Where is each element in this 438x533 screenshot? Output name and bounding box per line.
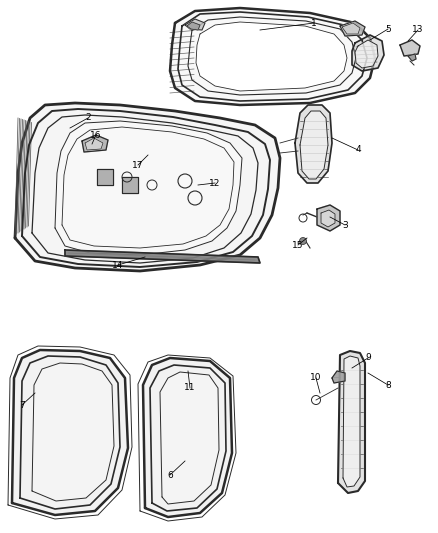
Text: 17: 17 xyxy=(132,160,144,169)
Polygon shape xyxy=(85,138,103,150)
Polygon shape xyxy=(340,21,365,36)
Polygon shape xyxy=(187,22,200,30)
Text: 16: 16 xyxy=(90,131,102,140)
Polygon shape xyxy=(343,356,360,487)
Polygon shape xyxy=(160,372,219,504)
Circle shape xyxy=(300,238,307,245)
Polygon shape xyxy=(400,40,420,56)
Polygon shape xyxy=(300,111,328,179)
Polygon shape xyxy=(12,350,128,515)
Polygon shape xyxy=(332,371,345,383)
Text: 5: 5 xyxy=(385,25,391,34)
Polygon shape xyxy=(295,105,332,183)
Polygon shape xyxy=(185,19,205,30)
Text: 10: 10 xyxy=(310,374,322,383)
Text: 13: 13 xyxy=(412,26,424,35)
Text: 11: 11 xyxy=(184,384,196,392)
Polygon shape xyxy=(196,22,347,91)
Polygon shape xyxy=(65,250,260,263)
Polygon shape xyxy=(32,363,114,501)
Text: 3: 3 xyxy=(342,221,348,230)
Polygon shape xyxy=(352,35,384,71)
Polygon shape xyxy=(55,121,242,255)
Polygon shape xyxy=(82,135,108,152)
Polygon shape xyxy=(355,40,378,68)
Polygon shape xyxy=(122,177,138,193)
Polygon shape xyxy=(321,210,335,227)
Text: 9: 9 xyxy=(365,353,371,362)
Text: 2: 2 xyxy=(85,114,91,123)
Polygon shape xyxy=(342,23,360,34)
Text: 14: 14 xyxy=(112,261,124,270)
Polygon shape xyxy=(170,8,375,105)
Text: 1: 1 xyxy=(311,19,317,28)
Polygon shape xyxy=(97,169,113,185)
Text: 15: 15 xyxy=(292,240,304,249)
Text: 7: 7 xyxy=(19,400,25,409)
Text: 12: 12 xyxy=(209,179,221,188)
Text: 8: 8 xyxy=(385,381,391,390)
Polygon shape xyxy=(143,358,232,517)
Polygon shape xyxy=(408,54,416,61)
Text: 6: 6 xyxy=(167,471,173,480)
Polygon shape xyxy=(317,205,340,231)
Text: 4: 4 xyxy=(355,146,361,155)
Polygon shape xyxy=(15,103,280,271)
Polygon shape xyxy=(338,351,365,493)
